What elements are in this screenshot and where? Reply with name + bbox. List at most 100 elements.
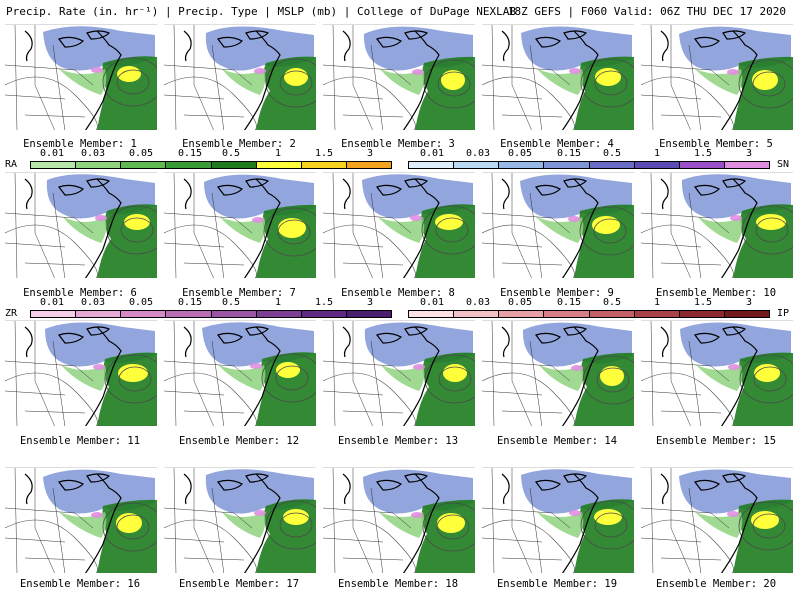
legend-swatch (121, 311, 167, 317)
legend-swatch (301, 162, 347, 168)
legend-swatch (454, 311, 500, 317)
legend-tick: 0.01 (39, 148, 65, 159)
member-map-12[interactable] (164, 320, 316, 426)
legend-tick: 0.15 (177, 297, 203, 308)
member-13-map-image (323, 321, 475, 426)
legend-swatch (544, 311, 590, 317)
member-8-map-image (323, 173, 475, 278)
member-20-map-image (641, 468, 793, 573)
member-map-10[interactable] (641, 172, 793, 278)
legend-swatch (166, 311, 212, 317)
member-label-9: Ensemble Member: 9 (500, 287, 614, 299)
member-map-4[interactable] (482, 24, 634, 130)
member-map-3[interactable] (323, 24, 475, 130)
legend-snow-colorbar (408, 161, 770, 169)
legend-tick: 3 (366, 297, 374, 308)
member-label-4: Ensemble Member: 4 (500, 138, 614, 150)
member-6-map-image (5, 173, 157, 278)
legend-tick: 1.5 (693, 148, 713, 159)
member-16-map-image (5, 468, 157, 573)
member-label-7: Ensemble Member: 7 (182, 287, 296, 299)
member-label-11: Ensemble Member: 11 (19, 435, 141, 447)
member-map-11[interactable] (5, 320, 157, 426)
member-map-20[interactable] (641, 467, 793, 573)
member-11-map-image (5, 321, 157, 426)
member-19-map-image (482, 468, 634, 573)
member-label-20: Ensemble Member: 20 (655, 578, 777, 590)
member-10-map-image (641, 173, 793, 278)
legend-rain-ticks: 0.01 0.03 0.05 0.15 0.5 1 1.5 3 (0, 148, 800, 160)
member-map-9[interactable] (482, 172, 634, 278)
member-label-2: Ensemble Member: 2 (182, 138, 296, 150)
legend-ice-pellets-colorbar (408, 310, 770, 318)
member-label-5: Ensemble Member: 5 (659, 138, 773, 150)
member-18-map-image (323, 468, 475, 573)
member-map-1[interactable] (5, 24, 157, 130)
legend-tick: 3 (366, 148, 374, 159)
member-map-6[interactable] (5, 172, 157, 278)
member-12-map-image (164, 321, 316, 426)
legend-swatch (499, 311, 545, 317)
legend-ice-pellets-ticks: 0.01 0.03 0.05 0.15 0.5 1 1.5 3 (0, 297, 800, 309)
legend-swatch (346, 311, 391, 317)
member-label-8: Ensemble Member: 8 (341, 287, 455, 299)
legend-rain-snow: RA 0.01 0.03 0.05 0.15 0.5 1 1.5 3 0.01 … (0, 147, 800, 177)
member-map-8[interactable] (323, 172, 475, 278)
legend-tick: 0.05 (507, 297, 533, 308)
legend-tick: 1 (653, 297, 661, 308)
member-label-17: Ensemble Member: 17 (178, 578, 300, 590)
legend-swatch (346, 162, 391, 168)
member-label-1: Ensemble Member: 1 (23, 138, 137, 150)
member-map-5[interactable] (641, 24, 793, 130)
member-map-19[interactable] (482, 467, 634, 573)
legend-swatch (256, 311, 302, 317)
member-label-12: Ensemble Member: 12 (178, 435, 300, 447)
member-3-map-image (323, 25, 475, 130)
legend-tick: 0.15 (177, 148, 203, 159)
member-map-15[interactable] (641, 320, 793, 426)
legend-tick: 0.05 (128, 148, 154, 159)
legend-tick: 0.15 (556, 297, 582, 308)
legend-tick: 1 (653, 148, 661, 159)
legend-tick: 0.05 (128, 297, 154, 308)
legend-swatch (724, 311, 769, 317)
legend-swatch (679, 162, 725, 168)
member-map-13[interactable] (323, 320, 475, 426)
legend-swatch (499, 162, 545, 168)
legend-tick: 0.5 (602, 297, 622, 308)
legend-swatch (679, 311, 725, 317)
member-map-2[interactable] (164, 24, 316, 130)
legend-tick: 0.5 (221, 148, 241, 159)
legend-tick: 0.03 (80, 297, 106, 308)
member-label-6: Ensemble Member: 6 (23, 287, 137, 299)
legend-tick: 0.15 (556, 148, 582, 159)
member-1-map-image (5, 25, 157, 130)
member-17-map-image (164, 468, 316, 573)
legend-tick: 0.03 (465, 297, 491, 308)
legend-tick: 0.5 (602, 148, 622, 159)
member-label-14: Ensemble Member: 14 (496, 435, 618, 447)
member-map-18[interactable] (323, 467, 475, 573)
member-2-map-image (164, 25, 316, 130)
legend-swatch (166, 162, 212, 168)
member-map-14[interactable] (482, 320, 634, 426)
member-label-15: Ensemble Member: 15 (655, 435, 777, 447)
legend-ice-pellets-code: IP (777, 308, 790, 319)
member-9-map-image (482, 173, 634, 278)
legend-freezing-rain-code: ZR (5, 308, 18, 319)
legend-swatch (544, 162, 590, 168)
member-map-16[interactable] (5, 467, 157, 573)
member-map-7[interactable] (164, 172, 316, 278)
legend-swatch (76, 311, 122, 317)
legend-swatch (634, 311, 680, 317)
member-14-map-image (482, 321, 634, 426)
member-label-13: Ensemble Member: 13 (337, 435, 459, 447)
legend-freezing-rain-ticks: 0.01 0.03 0.05 0.15 0.5 1 1.5 3 (0, 297, 800, 309)
legend-swatch (31, 162, 77, 168)
member-label-10: Ensemble Member: 10 (655, 287, 777, 299)
legend-freezing-rain-colorbar (30, 310, 392, 318)
member-map-17[interactable] (164, 467, 316, 573)
legend-tick: 0.5 (221, 297, 241, 308)
legend-tick: 1 (274, 148, 282, 159)
legend-swatch (589, 311, 635, 317)
